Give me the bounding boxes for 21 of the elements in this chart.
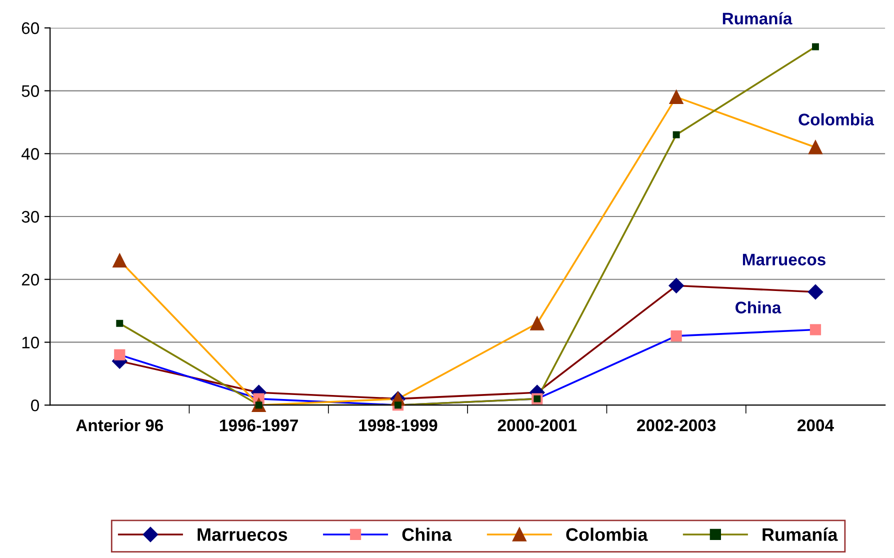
legend-label: Marruecos (198, 528, 288, 541)
y-tick-label: 10 (22, 336, 39, 348)
legend-label: China (402, 528, 452, 541)
y-tick-label: 0 (31, 400, 39, 412)
y-tick-label: 30 (22, 210, 39, 223)
y-tick-label: 60 (22, 22, 39, 34)
x-tick-label: 1998-1999 (359, 419, 438, 432)
x-tick-label: 2004 (798, 419, 834, 432)
y-tick-label: 20 (22, 274, 39, 286)
annotation: China (736, 301, 782, 314)
legend-label: Rumanía (762, 528, 838, 541)
x-tick-label: 2000-2001 (498, 419, 577, 432)
legend-label: Colombia (566, 528, 648, 541)
x-tick-label: Anterior 96 (76, 418, 164, 432)
x-tick-label: 2002-2003 (637, 419, 716, 432)
annotation: Marruecos (742, 254, 826, 266)
annotation: Colombia (798, 113, 874, 126)
x-tick-label: 1996-1997 (220, 419, 298, 432)
y-tick-label: 40 (21, 148, 39, 160)
text: Rumanía (722, 12, 792, 24)
y-tick-label: 50 (22, 85, 39, 97)
